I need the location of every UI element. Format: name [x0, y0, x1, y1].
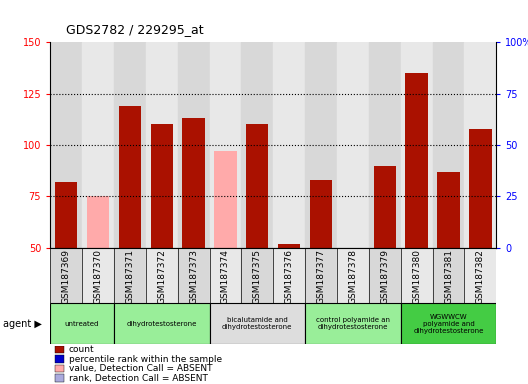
Bar	[469, 129, 492, 248]
Bar	[310, 180, 332, 248]
Bar	[177, 42, 210, 248]
Bar	[54, 365, 64, 372]
Bar	[278, 243, 300, 248]
Bar	[465, 42, 496, 248]
Text: GSM187376: GSM187376	[285, 249, 294, 305]
Bar	[87, 196, 109, 248]
Bar	[305, 248, 337, 303]
Bar	[246, 124, 268, 248]
Bar	[114, 303, 210, 344]
Bar	[406, 73, 428, 248]
Bar	[50, 248, 82, 303]
Bar	[274, 248, 305, 303]
Bar	[177, 248, 210, 303]
Text: GSM187374: GSM187374	[221, 249, 230, 304]
Bar	[150, 124, 173, 248]
Bar	[54, 374, 64, 382]
Text: rank, Detection Call = ABSENT: rank, Detection Call = ABSENT	[69, 374, 208, 383]
Bar	[369, 42, 401, 248]
Bar	[114, 42, 146, 248]
Bar	[146, 42, 177, 248]
Bar	[146, 248, 177, 303]
Text: count: count	[69, 345, 95, 354]
Bar	[437, 172, 460, 248]
Text: GSM187377: GSM187377	[317, 249, 326, 305]
Text: GSM187372: GSM187372	[157, 249, 166, 304]
Bar	[82, 42, 114, 248]
Text: dihydrotestosterone: dihydrotestosterone	[127, 321, 197, 326]
Bar	[305, 42, 337, 248]
Bar	[241, 42, 274, 248]
Bar	[82, 248, 114, 303]
Text: WGWWCW
polyamide and
dihydrotestosterone: WGWWCW polyamide and dihydrotestosterone	[413, 313, 484, 334]
Bar	[401, 248, 432, 303]
Text: untreated: untreated	[65, 321, 99, 326]
Bar	[432, 248, 465, 303]
Text: GSM187369: GSM187369	[62, 249, 71, 305]
Text: percentile rank within the sample: percentile rank within the sample	[69, 354, 222, 364]
Bar	[55, 182, 77, 248]
Text: GSM187381: GSM187381	[444, 249, 453, 305]
Text: GSM187373: GSM187373	[189, 249, 198, 305]
Bar	[465, 248, 496, 303]
Bar	[337, 248, 369, 303]
Text: GSM187370: GSM187370	[93, 249, 102, 305]
Bar	[241, 248, 274, 303]
Bar	[401, 42, 432, 248]
Bar	[401, 303, 496, 344]
Text: GSM187379: GSM187379	[380, 249, 389, 305]
Bar	[54, 355, 64, 363]
Text: agent ▶: agent ▶	[3, 318, 42, 329]
Bar	[274, 42, 305, 248]
Bar	[182, 118, 205, 248]
Bar	[119, 106, 141, 248]
Text: GSM187375: GSM187375	[253, 249, 262, 305]
Text: GSM187382: GSM187382	[476, 249, 485, 304]
Text: GSM187380: GSM187380	[412, 249, 421, 305]
Text: bicalutamide and
dihydrotestosterone: bicalutamide and dihydrotestosterone	[222, 317, 293, 330]
Bar	[50, 303, 114, 344]
Text: GSM187378: GSM187378	[348, 249, 357, 305]
Bar	[114, 248, 146, 303]
Bar	[337, 42, 369, 248]
Bar	[210, 42, 241, 248]
Bar	[214, 151, 237, 248]
Bar	[305, 303, 401, 344]
Text: value, Detection Call = ABSENT: value, Detection Call = ABSENT	[69, 364, 212, 373]
Bar	[369, 248, 401, 303]
Bar	[50, 42, 82, 248]
Bar	[432, 42, 465, 248]
Text: GDS2782 / 229295_at: GDS2782 / 229295_at	[66, 23, 204, 36]
Bar	[54, 346, 64, 353]
Text: GSM187371: GSM187371	[125, 249, 134, 305]
Bar	[210, 248, 241, 303]
Text: control polyamide an
dihydrotestosterone: control polyamide an dihydrotestosterone	[316, 317, 390, 330]
Bar	[374, 166, 396, 248]
Bar	[210, 303, 305, 344]
